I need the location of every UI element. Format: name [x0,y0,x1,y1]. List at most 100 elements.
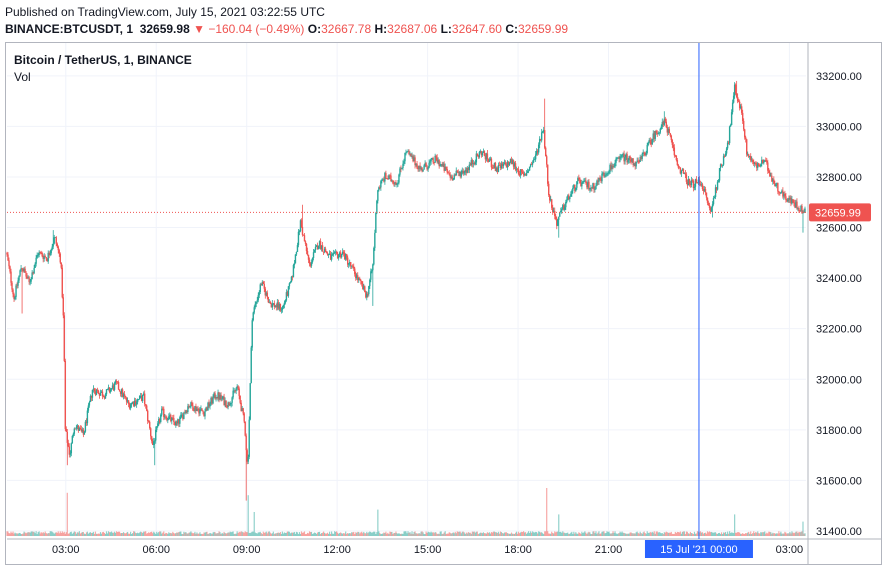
candle-body-down [56,243,58,247]
candle-body-up [733,84,736,96]
candle-body-up [763,161,765,164]
volume-bar [21,534,23,536]
candle-body-down [543,130,546,148]
volume-bar [741,533,743,536]
volume-bar [249,533,251,536]
volume-bar [784,531,786,536]
series-legend-title[interactable]: Bitcoin / TetherUS, 1, BINANCE [14,53,192,67]
close-label: C: [505,22,518,36]
volume-bar [272,531,274,536]
candle-body-down [426,166,428,170]
candle-body-up [502,163,505,167]
candle-body-up [284,300,287,303]
candle-body-up [710,207,713,212]
volume-bar [125,532,128,536]
candle-body-up [344,254,347,260]
volume-bar [240,531,242,536]
candle-body-down [101,391,104,397]
volume-bar [756,532,758,536]
volume-bar [208,533,210,536]
candle-body-down [706,197,709,203]
volume-bar [549,533,551,536]
volume-bar [301,532,304,536]
volume-bar [70,531,72,536]
volume-bar [431,532,433,536]
volume-bar [229,531,231,536]
candle-body-down [743,129,746,138]
candle-body-up [495,168,498,172]
volume-bar [108,532,111,536]
candle-body-down [383,179,385,182]
volume-bar [380,534,382,536]
volume-bar [190,531,192,536]
candle-body-down [499,165,502,168]
volume-bar [35,531,37,536]
candle-body-up [34,263,36,268]
volume-bar [104,533,107,536]
volume-bar [336,531,338,536]
candle-body-down [359,278,361,280]
volume-bar [682,531,684,536]
volume-bar [545,531,547,536]
candle-body-down [748,154,750,157]
candle-body-up [290,276,293,283]
volume-bar [97,533,100,536]
volume-bar [120,532,123,536]
candle-body-down [67,442,70,447]
candle-body-up [596,180,598,186]
candle-body-down [149,421,151,429]
candle-body-down [223,396,225,406]
candle-body-down [632,158,634,165]
candle-body-down [799,210,801,212]
volume-legend[interactable]: Vol [14,70,31,84]
volume-bar [71,533,73,536]
candle-body-up [20,268,22,271]
volume-bar [164,533,166,536]
candle-body-down [494,162,497,172]
candle-body-up [561,209,563,211]
volume-bar [49,531,51,536]
candle-body-up [570,194,572,197]
volume-bar [288,531,291,536]
candle-body-down [343,253,346,260]
candle-body-down [125,397,128,402]
volume-bar [417,533,419,536]
candle-body-up [694,179,697,187]
volume-bar [601,531,603,536]
volume-bar [48,533,50,536]
chart-frame[interactable] [5,42,882,565]
candle-body-up [440,164,442,165]
candle-body-down [90,395,93,398]
candle-body-up [283,302,286,305]
candle-body-down [300,220,303,227]
volume-bar [266,533,268,536]
volume-bar [237,532,239,536]
volume-bar [386,533,388,536]
volume-bar [529,533,531,536]
candle-body-up [255,301,257,304]
volume-bar [603,531,605,536]
candle-body-down [580,183,582,187]
candle-body-down [324,248,327,253]
candle-body-up [602,173,604,174]
symbol-label[interactable]: BINANCE:BTCUSDT, 1 [5,22,134,36]
volume-bar [419,533,421,536]
price-tick-label: 32400.00 [816,273,862,285]
volume-bar [659,532,661,536]
candle-body-down [790,197,792,204]
volume-bar [140,531,142,536]
candle-body-up [428,162,430,168]
volume-bar [115,531,118,536]
volume-bar [116,532,119,536]
volume-bar [620,532,622,536]
candle-body-up [601,173,603,182]
candle-body-down [44,256,46,257]
volume-bar [60,532,62,536]
candle-body-up [716,181,719,190]
candle-body-down [449,174,451,178]
candle-body-up [587,181,589,188]
volume-bar [45,532,47,536]
candle-body-down [544,147,547,157]
volume-bar [696,531,699,536]
